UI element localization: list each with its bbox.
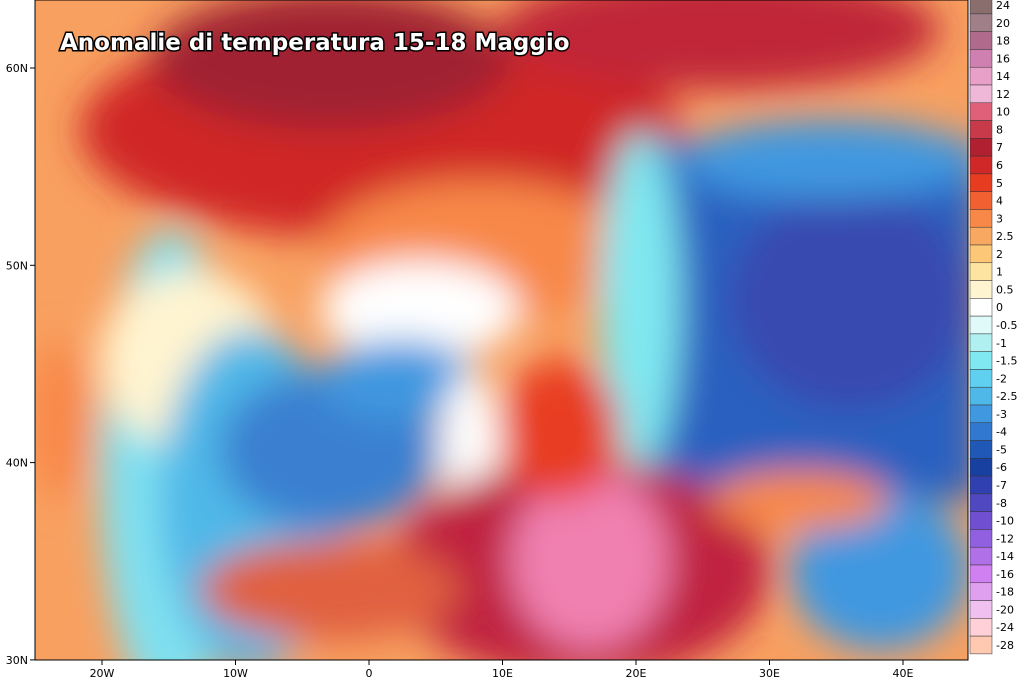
legend-swatch [969, 493, 993, 512]
legend-swatch [969, 422, 993, 441]
color-legend: 24 20 18 16 14 12 10 8 7 6 5 4 3 2.5 2 1 0.5 0 -0.5 -1 -1.5 -… [969, 0, 1017, 655]
legend-swatch [969, 49, 993, 68]
lon-label: 10E [492, 667, 513, 680]
legend-label: -4 [996, 426, 1007, 439]
lon-label: 20W [90, 667, 115, 680]
lat-label: 60N [6, 62, 28, 75]
legend-label: 20 [996, 17, 1010, 30]
legend-label: 2.5 [996, 230, 1014, 243]
legend-label: 8 [996, 123, 1003, 136]
legend-label: -1.5 [996, 355, 1017, 368]
legend-label: 0 [996, 301, 1003, 314]
legend-swatch [969, 369, 993, 388]
map-frame [34, 0, 969, 661]
legend-swatch [969, 618, 993, 637]
legend-label: 10 [996, 106, 1010, 119]
legend-swatch [969, 315, 993, 335]
legend-label: 12 [996, 88, 1010, 101]
legend-swatch [969, 564, 993, 584]
legend-swatch [969, 529, 993, 548]
legend-label: -7 [996, 479, 1007, 492]
legend-swatch [969, 386, 993, 406]
legend-label: 7 [996, 141, 1003, 154]
legend-swatch [969, 209, 993, 228]
legend-swatch [969, 404, 993, 424]
legend-swatch [969, 582, 993, 601]
legend-swatch [969, 120, 993, 139]
legend-swatch [969, 226, 993, 246]
legend-label: 14 [996, 70, 1010, 83]
legend-swatch [969, 511, 993, 530]
legend-swatch [969, 244, 993, 264]
legend-swatch [969, 440, 993, 459]
lat-label: 40N [6, 457, 28, 470]
legend-label: -28 [996, 639, 1014, 652]
legend-label: -5 [996, 443, 1007, 456]
map-title: Anomalie di temperatura 15-18 Maggio [60, 30, 570, 56]
legend-label: -10 [996, 515, 1014, 528]
legend-label: -6 [996, 461, 1007, 474]
legend-label: 6 [996, 159, 1003, 172]
legend-label: 2 [996, 248, 1003, 261]
legend-label: -12 [996, 532, 1014, 545]
legend-label: 16 [996, 52, 1010, 65]
legend-label: -18 [996, 586, 1014, 599]
legend-swatch [969, 138, 993, 157]
lon-label: 10W [223, 667, 248, 680]
legend-swatch [969, 191, 993, 210]
lon-label: 0 [366, 667, 373, 680]
legend-swatch [969, 280, 993, 299]
legend-label: -16 [996, 568, 1014, 581]
lat-label: 30N [6, 654, 28, 667]
legend-swatch [969, 351, 993, 370]
legend-label: -20 [996, 603, 1014, 616]
legend-swatch [969, 475, 993, 495]
legend-label: -24 [996, 621, 1014, 634]
legend-label: 0.5 [996, 283, 1014, 296]
lon-label: 40E [893, 667, 914, 680]
legend-swatch [969, 458, 993, 477]
legend-label: 24 [996, 0, 1010, 12]
legend-swatch [969, 102, 993, 121]
anomaly-map [35, 0, 968, 660]
legend-label: -2.5 [996, 390, 1017, 403]
lon-label: 30E [759, 667, 780, 680]
legend-swatch [969, 84, 993, 104]
legend-label: 18 [996, 35, 1010, 48]
legend-label: 3 [996, 212, 1003, 225]
legend-swatch [969, 333, 993, 352]
legend-label: -14 [996, 550, 1014, 563]
legend-swatch [969, 635, 993, 655]
legend-label: 5 [996, 177, 1003, 190]
lon-label: 20E [626, 667, 647, 680]
legend-label: -1 [996, 337, 1007, 350]
legend-label: -3 [996, 408, 1007, 421]
legend-swatch [969, 600, 993, 619]
legend-label: -8 [996, 497, 1007, 510]
axis-labels: 60N 50N 40N 30N 20W 10W 0 10E 20E 30E 40E [6, 62, 914, 680]
legend-label: 1 [996, 266, 1003, 279]
legend-swatch [969, 262, 993, 281]
legend-label: -0.5 [996, 319, 1017, 332]
legend-swatch [969, 0, 993, 15]
legend-swatch [969, 173, 993, 192]
legend-swatch [969, 298, 993, 317]
legend-swatch [969, 13, 993, 32]
legend-swatch [969, 155, 993, 175]
legend-swatch [969, 31, 993, 50]
legend-label: -2 [996, 372, 1007, 385]
legend-swatch [969, 546, 993, 566]
lat-label: 50N [6, 259, 28, 272]
legend-swatch [969, 66, 993, 86]
legend-label: 4 [996, 195, 1003, 208]
